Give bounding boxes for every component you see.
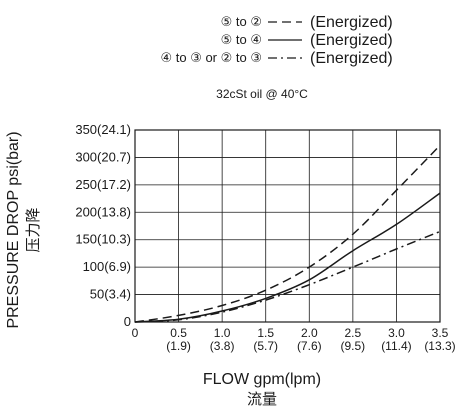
x-tick-label: 3.0 [388, 326, 405, 340]
y-tick-label: 0 [124, 314, 131, 329]
legend-label-3: ④ to ③ or ② to ③ [160, 50, 262, 65]
x-tick-sublabel: (1.9) [166, 339, 191, 353]
condition-label: 32cSt oil @ 40°C [216, 87, 308, 101]
series-line-3 [134, 230, 441, 323]
x-tick-label: 2.5 [345, 326, 362, 340]
x-axis-title-cn: 流量 [247, 390, 277, 408]
legend-state-1: (Energized) [310, 14, 393, 31]
y-axis-title: PRESSURE DROP psi(bar) [5, 131, 22, 328]
grid [134, 129, 441, 323]
legend-state-3: (Energized) [310, 50, 393, 67]
x-tick-sublabel: (7.6) [297, 339, 322, 353]
x-tick-sublabel: (9.5) [341, 339, 366, 353]
y-tick-label: 300(20.7) [75, 149, 131, 164]
plot-frame [134, 129, 441, 323]
x-tick-sublabel: (11.4) [381, 339, 411, 353]
x-tick-sublabel: (13.3) [424, 339, 455, 353]
series-line-1 [134, 144, 441, 323]
series-layer [134, 144, 441, 323]
legend-label-2: ⑤ to ④ [221, 32, 262, 47]
y-tick-label: 100(6.9) [83, 259, 131, 274]
x-tick-labels: 0 0.5(1.9) 1.0(3.8) 1.5(5.7) 2.0(7.6) 2.5(9.5… [132, 326, 456, 353]
x-tick-label: 3.5 [432, 326, 449, 340]
x-tick-label: 2.0 [301, 326, 318, 340]
y-axis-title-cn: 压力降 [24, 207, 42, 252]
x-tick-label: 0 [132, 326, 139, 340]
x-tick-label: 1.5 [257, 326, 274, 340]
legend-label-1: ⑤ to ② [221, 14, 262, 29]
y-tick-label: 150(10.3) [75, 232, 131, 247]
x-tick-sublabel: (3.8) [210, 339, 235, 353]
y-tick-label: 50(3.4) [90, 287, 131, 302]
y-tick-label: 350(24.1) [75, 122, 131, 137]
x-tick-label: 1.0 [214, 326, 231, 340]
y-tick-label: 250(17.2) [75, 177, 131, 192]
series-line-2 [134, 192, 441, 323]
y-tick-labels: 0 50(3.4) 100(6.9) 150(10.3) 200(13.8) 250(17… [75, 122, 131, 329]
x-tick-sublabel: (5.7) [253, 339, 278, 353]
x-tick-label: 0.5 [170, 326, 187, 340]
legend-state-2: (Energized) [310, 32, 393, 49]
legend: ⑤ to ② (Energized) ⑤ to ④ (Energized) ④ to ③… [160, 14, 392, 67]
x-axis-title: FLOW gpm(lpm) [203, 371, 321, 388]
y-tick-label: 200(13.8) [75, 204, 131, 219]
